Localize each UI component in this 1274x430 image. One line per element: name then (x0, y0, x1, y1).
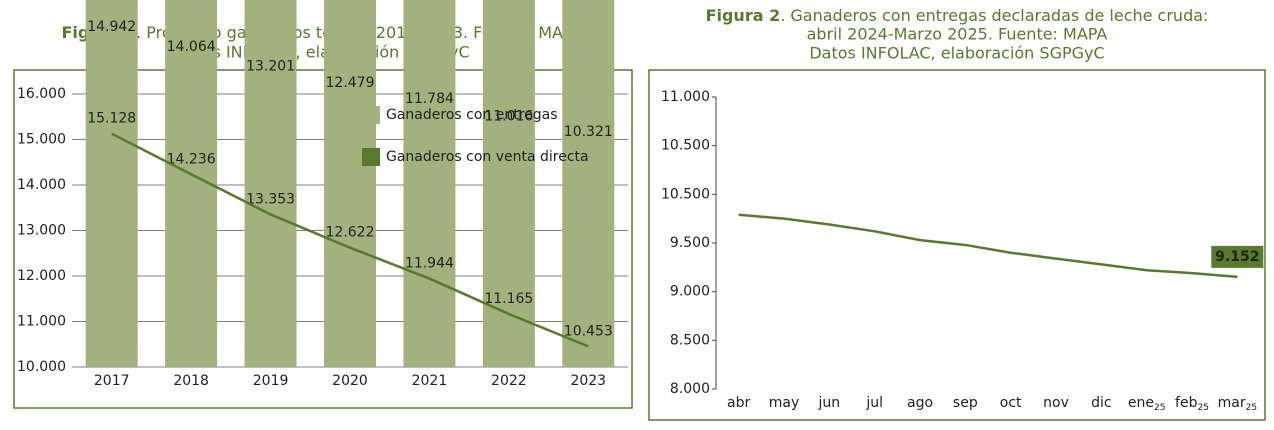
bar-label: 10.321 (564, 124, 613, 140)
bar-label: 11.016 (484, 108, 533, 124)
title-prefix: Figura 2 (706, 6, 781, 25)
total-label: 14.236 (167, 151, 216, 167)
x-tick-text: sep (953, 395, 978, 411)
x-tick-label: oct (1000, 395, 1022, 411)
y-tick-label: 11.000 (661, 89, 710, 105)
x-tick-text: feb (1175, 395, 1198, 411)
title-text: . Ganaderos con entregas declaradas de l… (780, 6, 1208, 25)
bar-label: 14.942 (87, 19, 136, 35)
x-tick-label: 2018 (173, 373, 209, 389)
bar-segment (244, 0, 297, 368)
y-tick-label: 14.000 (17, 177, 66, 193)
legend-label: Ganaderos con venta directa (386, 149, 589, 165)
x-tick-label: may (769, 395, 800, 411)
chart-frame (648, 69, 1266, 421)
y-tick-label: 9.000 (670, 284, 710, 300)
y-tick-label: 9.500 (670, 235, 710, 251)
x-tick-label: 2017 (94, 373, 130, 389)
legend-swatch (362, 148, 380, 166)
y-tick-label: 8.000 (670, 381, 710, 397)
total-label: 15.128 (87, 111, 136, 127)
x-tick-text: nov (1043, 395, 1069, 411)
chart-title: abril 2024-Marzo 2025. Fuente: MAPA (807, 25, 1108, 44)
y-tick-label: 10.000 (17, 359, 66, 375)
x-tick-subscript: 25 (1154, 403, 1165, 413)
x-tick-text: abr (727, 395, 750, 411)
legend-label: Ganaderos con entregas (386, 107, 558, 123)
x-tick-text: jul (865, 395, 883, 411)
x-tick-text: mar (1218, 395, 1246, 411)
bar-segment (562, 0, 615, 367)
bar-segment (403, 0, 456, 367)
x-tick-label: sep (953, 395, 978, 411)
x-tick-label: 2021 (412, 373, 448, 389)
x-tick-subscript: 25 (1197, 403, 1208, 413)
bar-label: 13.201 (246, 59, 295, 75)
y-tick-label: 15.000 (17, 132, 66, 148)
legend-swatch (362, 106, 380, 124)
bar-label: 12.479 (326, 75, 375, 91)
x-tick-text: may (769, 395, 800, 411)
x-tick-text: 2017 (94, 373, 130, 389)
x-tick-text: 2020 (332, 373, 368, 389)
total-label: 13.353 (246, 191, 295, 207)
y-tick-label: 11.000 (17, 314, 66, 330)
y-tick-label: 10.500 (661, 138, 710, 154)
x-tick-label: ene25 (1128, 395, 1166, 413)
x-tick-label: mar25 (1218, 395, 1257, 413)
series-line (738, 213, 1238, 279)
chart-frame (13, 69, 633, 409)
y-tick-label: 12.000 (17, 268, 66, 284)
total-label: 10.453 (564, 323, 613, 339)
total-label: 11.944 (405, 256, 454, 272)
total-label: 12.622 (326, 225, 375, 241)
x-tick-text: 2023 (570, 373, 606, 389)
x-tick-text: ago (907, 395, 933, 411)
x-tick-label: jul (865, 395, 883, 411)
bar-label: 11.784 (405, 91, 454, 107)
y-tick-label: 13.000 (17, 223, 66, 239)
total-label: 11.165 (484, 291, 533, 307)
x-tick-text: ene (1128, 395, 1154, 411)
x-tick-text: oct (1000, 395, 1022, 411)
x-tick-label: 2022 (491, 373, 527, 389)
x-tick-label: ago (907, 395, 933, 411)
x-tick-text: 2022 (491, 373, 527, 389)
value-label: 9.152 (1215, 249, 1259, 265)
chart-title: Figura 2. Ganaderos con entregas declara… (706, 6, 1209, 25)
bar-segment (85, 0, 138, 368)
x-tick-label: 2019 (253, 373, 289, 389)
bar-segment (324, 0, 376, 367)
bar-segment (482, 0, 535, 367)
y-tick-label: 8.500 (670, 332, 710, 348)
x-tick-label: feb25 (1175, 395, 1209, 413)
chart-title: Datos INFOLAC, elaboración SGPGyC (809, 44, 1104, 63)
x-tick-label: dic (1091, 395, 1111, 411)
bar-label: 14.064 (167, 39, 216, 55)
x-tick-label: nov (1043, 395, 1069, 411)
x-tick-label: jun (818, 395, 841, 411)
x-tick-subscript: 25 (1246, 403, 1257, 413)
x-tick-text: 2021 (412, 373, 448, 389)
total-line (111, 132, 589, 348)
x-tick-text: dic (1091, 395, 1111, 411)
x-tick-label: abr (727, 395, 750, 411)
x-tick-label: 2023 (570, 373, 606, 389)
y-tick-label: 16.000 (17, 86, 66, 102)
x-tick-text: 2019 (253, 373, 289, 389)
x-tick-text: 2018 (173, 373, 209, 389)
y-tick-label: 10.500 (661, 186, 710, 202)
x-tick-text: jun (818, 395, 841, 411)
x-tick-label: 2020 (332, 373, 368, 389)
value-label-box (1211, 245, 1264, 268)
